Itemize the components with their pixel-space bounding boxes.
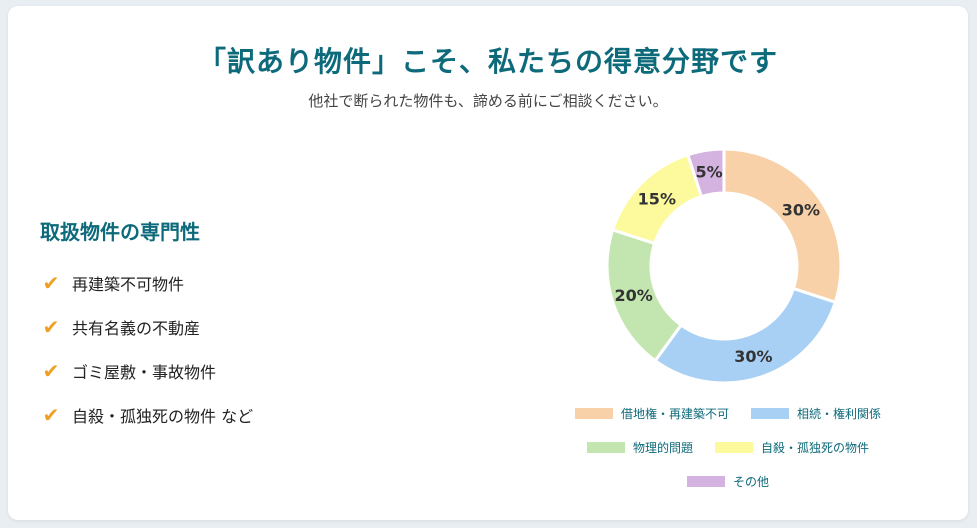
legend-swatch — [586, 441, 625, 453]
legend-item[interactable]: 借地権・再建築不可 — [574, 396, 729, 430]
legend-swatch — [574, 407, 613, 419]
feature-item: ✔ 自殺・孤独死の物件 など — [40, 393, 253, 437]
features-heading: 取扱物件の専門性 — [40, 220, 200, 244]
feature-item: ✔ ゴミ屋敷・事故物件 — [40, 349, 253, 393]
chart-legend: 借地権・再建築不可 相続・権利関係物理的問題 自殺・孤独死の物件その他 — [528, 396, 928, 498]
legend-swatch — [715, 441, 753, 453]
donut-chart: 30% 30% 20% 15% 5% — [605, 147, 843, 385]
page-subtitle: 他社で断られた物件も、諦める前にご相談ください。 — [308, 92, 668, 110]
feature-item: ✔ 共有名義の不動産 — [40, 305, 253, 349]
check-icon: ✔ — [42, 315, 60, 339]
check-icon: ✔ — [42, 271, 60, 295]
slice-value-label: 30% — [782, 201, 820, 220]
legend-label: 相続・権利関係 — [797, 406, 882, 421]
content-card: 「訳あり物件」こそ、私たちの得意分野です 他社で断られた物件も、諦める前にご相談… — [8, 6, 968, 520]
donut-slice — [722, 147, 843, 305]
page-title: 「訳あり物件」こそ、私たちの得意分野です — [197, 45, 778, 78]
donut-slice — [685, 147, 726, 199]
slice-value-label: 15% — [638, 189, 676, 208]
check-icon: ✔ — [42, 359, 60, 383]
feature-label: 自殺・孤独死の物件 など — [72, 407, 254, 426]
legend-item[interactable]: 相続・権利関係 — [751, 396, 881, 430]
legend-item[interactable]: その他 — [686, 464, 769, 498]
feature-label: ゴミ屋敷・事故物件 — [72, 363, 217, 382]
slice-value-label: 30% — [734, 347, 772, 366]
donut-slice — [653, 286, 838, 385]
legend-label: 物理的問題 — [632, 440, 693, 455]
legend-item[interactable]: 物理的問題 — [586, 430, 693, 464]
feature-label: 再建築不可物件 — [72, 275, 185, 294]
legend-label: 借地権・再建築不可 — [620, 406, 729, 421]
legend-label: 自殺・孤独死の物件 — [761, 440, 870, 455]
check-icon: ✔ — [42, 403, 60, 427]
feature-label: 共有名義の不動産 — [72, 319, 201, 338]
legend-label: その他 — [732, 474, 769, 489]
feature-item: ✔ 再建築不可物件 — [40, 261, 253, 305]
legend-item[interactable]: 自殺・孤独死の物件 — [715, 430, 869, 464]
legend-swatch — [686, 475, 725, 487]
legend-swatch — [751, 407, 789, 419]
slice-value-label: 20% — [615, 286, 653, 305]
slice-value-label: 5% — [696, 163, 723, 182]
features-list: ✔ 再建築不可物件 ✔ 共有名義の不動産 ✔ ゴミ屋敷・事故物件 ✔ 自殺・孤独… — [40, 261, 253, 437]
